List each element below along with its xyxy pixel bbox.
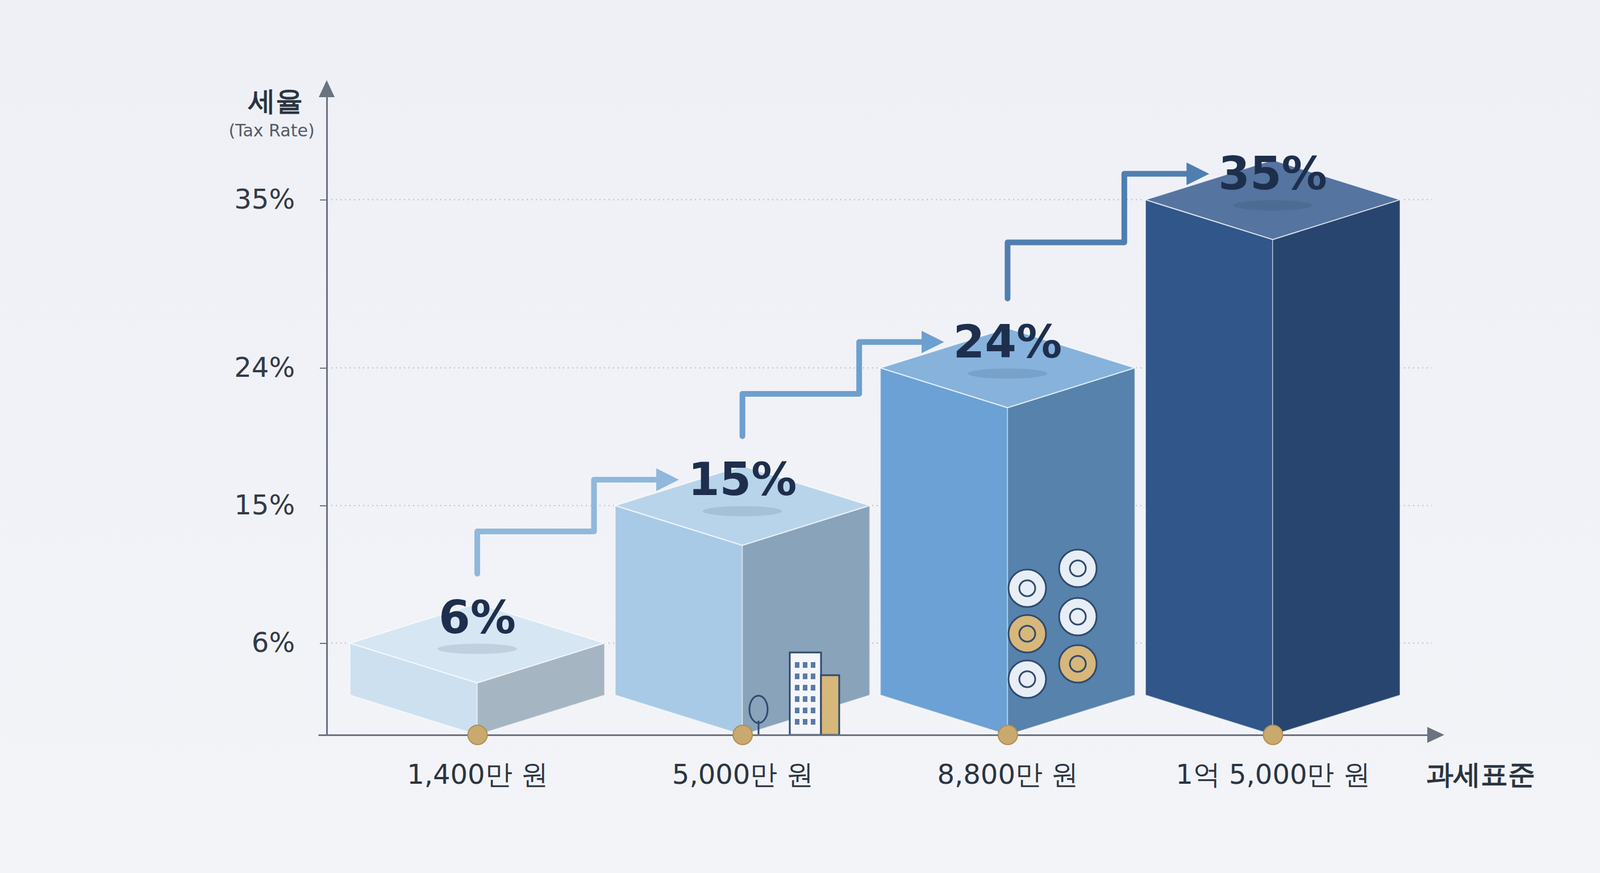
building-window [794, 718, 800, 725]
building-window [802, 707, 808, 714]
y-axis-line [326, 93, 328, 736]
x-tick: 1억 5,000만 원 [1175, 725, 1370, 790]
y-axis-subtitle: (Tax Rate) [228, 120, 315, 141]
y-tick: 24% [234, 351, 327, 383]
y-tick-label: 24% [234, 351, 295, 383]
building-icon [789, 652, 822, 735]
x-tick-label: 1,400만 원 [406, 757, 549, 790]
bar-box [880, 327, 1135, 735]
coin-icon [1008, 660, 1047, 698]
building-window [802, 673, 808, 679]
coin-icon [1008, 569, 1047, 607]
building-window [810, 673, 816, 679]
x-tick-label: 1억 5,000만 원 [1175, 757, 1370, 790]
bars [350, 159, 1400, 735]
bar-box [1145, 159, 1400, 735]
x-tick-label: 5,000만 원 [672, 757, 814, 790]
building-window [794, 684, 800, 691]
bar-left-face [1145, 199, 1273, 735]
building-window [802, 696, 808, 702]
y-tick-mark [319, 642, 327, 644]
bar-left-face [880, 367, 1008, 735]
label-shadow [702, 505, 783, 516]
coin-icon [1019, 625, 1036, 642]
y-tick: 6% [251, 626, 327, 658]
x-tick-dot [1263, 725, 1283, 745]
coin-icon [1059, 549, 1097, 587]
y-tick: 35% [234, 182, 327, 215]
step-arrow [477, 479, 668, 574]
building-window [794, 673, 800, 679]
y-tick-mark [319, 367, 327, 369]
y-tick-label: 15% [234, 488, 295, 521]
data-labels: 6% 15% 24% 35% [437, 147, 1328, 654]
step-arrow [742, 342, 933, 437]
data-label: 35% [1218, 147, 1327, 200]
y-axis-title: 세율 [247, 84, 303, 117]
x-tick-dot [468, 725, 488, 745]
x-axis-title: 과세표준 [1426, 757, 1536, 790]
building-window [794, 696, 800, 702]
x-axis: 1,400만 원 5,000만 원 8,800만 원 1억 5,000만 원 [318, 725, 1433, 790]
coin-icon [1059, 597, 1097, 636]
coin-icon [1069, 608, 1086, 625]
coin-icon [1019, 580, 1036, 597]
coin-icon [1069, 655, 1086, 672]
label-shadow [1232, 200, 1313, 211]
bar-right-face [1007, 367, 1135, 735]
building-window [802, 718, 808, 725]
tree-icon [749, 695, 768, 723]
building-window [794, 707, 800, 714]
coin-icon [1008, 614, 1047, 653]
chart: 6% 15% 24% 35% 세율 (Tax Rate) 1,400만 원 5,000만 원 8… [0, 0, 1600, 873]
x-tick-dot [998, 725, 1018, 745]
y-axis: 6% 15% 24% 35% [234, 93, 327, 736]
y-tick: 15% [234, 488, 327, 521]
label-shadow [437, 643, 518, 654]
coin-icon [1069, 560, 1086, 577]
building-window [810, 684, 816, 691]
x-tick: 1,400만 원 [406, 725, 549, 790]
data-label: 15% [688, 452, 797, 506]
y-tick-mark [319, 505, 327, 507]
icons [749, 549, 1097, 735]
y-tick-label: 35% [234, 182, 295, 215]
x-axis-arrow [1427, 726, 1445, 743]
x-tick-dot [732, 725, 753, 745]
building-window [794, 661, 800, 668]
tree-icon [757, 720, 760, 735]
building-window [810, 718, 816, 725]
x-tick: 5,000만 원 [672, 725, 814, 790]
building-icon [821, 675, 840, 735]
data-label: 24% [953, 315, 1062, 369]
y-tick-label: 6% [251, 626, 295, 658]
x-tick-label: 8,800만 원 [936, 757, 1079, 790]
y-axis-arrow [318, 80, 335, 98]
x-tick: 8,800만 원 [936, 725, 1079, 790]
step-arrow [1007, 173, 1198, 299]
coin-icon [1019, 671, 1036, 687]
coin-icon [1059, 644, 1097, 683]
bar-box [615, 465, 870, 735]
label-shadow [967, 368, 1048, 379]
building-window [802, 661, 808, 668]
bar-right-face [1272, 199, 1400, 735]
data-label: 6% [438, 590, 516, 644]
step-arrows [477, 173, 1198, 574]
building-window [810, 696, 816, 702]
y-tick-mark [319, 199, 327, 201]
building-window [810, 661, 816, 668]
building-window [810, 707, 816, 714]
building-window [802, 684, 808, 691]
